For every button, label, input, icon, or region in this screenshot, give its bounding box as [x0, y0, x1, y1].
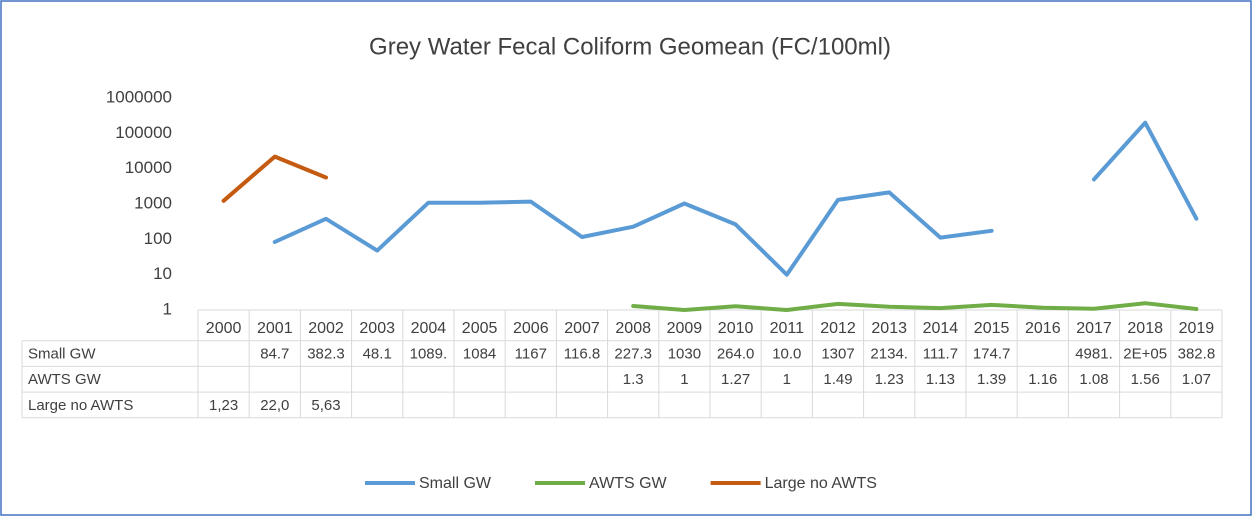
x-tick-label: 2013 [871, 320, 907, 337]
table-value: 227.3 [614, 346, 652, 363]
table-value: 1089. [410, 346, 448, 363]
table-value: 48.1 [363, 346, 392, 363]
x-tick-label: 2018 [1127, 320, 1163, 337]
legend-label: Small GW [419, 475, 492, 492]
table-value: 382.3 [307, 346, 345, 363]
x-tick-label: 2019 [1179, 320, 1215, 337]
table-value: 382.8 [1178, 346, 1216, 363]
x-tick-label: 2000 [206, 320, 242, 337]
y-tick-label: 1000000 [106, 87, 172, 106]
table-series-name: AWTS GW [28, 371, 102, 388]
y-tick-label: 1 [163, 299, 172, 318]
table-value: 116.8 [564, 346, 600, 363]
table-value: 2134. [870, 346, 908, 363]
x-tick-label: 2007 [564, 320, 600, 337]
table-value: 1.3 [623, 371, 644, 388]
table-value: 1.23 [875, 371, 904, 388]
x-tick-label: 2016 [1025, 320, 1061, 337]
table-value: 1084 [463, 346, 496, 363]
table-value: 264.0 [717, 346, 755, 363]
table-value: 2E+05 [1123, 346, 1167, 363]
x-tick-label: 2009 [667, 320, 703, 337]
legend-label: Large no AWTS [765, 475, 877, 492]
x-tick-label: 2010 [718, 320, 754, 337]
y-tick-label: 1000 [134, 193, 172, 212]
table-value: 1030 [668, 346, 701, 363]
table-value: 5,63 [311, 397, 340, 414]
table-value: 1,23 [209, 397, 238, 414]
table-value: 1.49 [823, 371, 852, 388]
table-value: 1.08 [1079, 371, 1108, 388]
table-value: 22,0 [260, 397, 289, 414]
legend-label: AWTS GW [589, 475, 668, 492]
table-value: 1 [783, 371, 791, 388]
series-line [221, 154, 328, 203]
x-tick-label: 2017 [1076, 320, 1112, 337]
x-tick-label: 2002 [308, 320, 344, 337]
x-tick-label: 2008 [615, 320, 651, 337]
chart-title: Grey Water Fecal Coliform Geomean (FC/10… [369, 33, 891, 60]
table-series-name: Large no AWTS [28, 397, 133, 414]
table-value: 1.16 [1028, 371, 1057, 388]
y-tick-label: 100 [144, 229, 172, 248]
table-value: 1.07 [1182, 371, 1211, 388]
table-value: 1.39 [977, 371, 1006, 388]
x-tick-label: 2006 [513, 320, 549, 337]
table-value: 1.27 [721, 371, 750, 388]
table-series-name: Small GW [28, 346, 96, 363]
table-value: 111.7 [923, 346, 958, 363]
x-tick-label: 2014 [923, 320, 959, 337]
table-value: 1.13 [926, 371, 955, 388]
table-value: 1307 [821, 346, 854, 363]
x-tick-label: 2001 [257, 320, 293, 337]
x-tick-label: 2005 [462, 320, 498, 337]
table-value: 1 [680, 371, 688, 388]
x-tick-label: 2015 [974, 320, 1010, 337]
table-value: 84.7 [260, 346, 289, 363]
x-tick-label: 2003 [359, 320, 395, 337]
x-tick-label: 2012 [820, 320, 856, 337]
x-tick-label: 2011 [770, 320, 805, 337]
series-line [631, 301, 1199, 312]
y-tick-label: 10 [153, 264, 172, 283]
y-tick-label: 100000 [115, 123, 172, 142]
x-tick-label: 2004 [411, 320, 447, 337]
table-value: 174.7 [973, 346, 1011, 363]
table-value: 4981. [1075, 346, 1113, 363]
table-value: 10.0 [772, 346, 801, 363]
table-value: 1167 [515, 346, 547, 363]
y-tick-label: 10000 [125, 158, 172, 177]
series-line [272, 120, 1199, 277]
table-value: 1.56 [1131, 371, 1160, 388]
